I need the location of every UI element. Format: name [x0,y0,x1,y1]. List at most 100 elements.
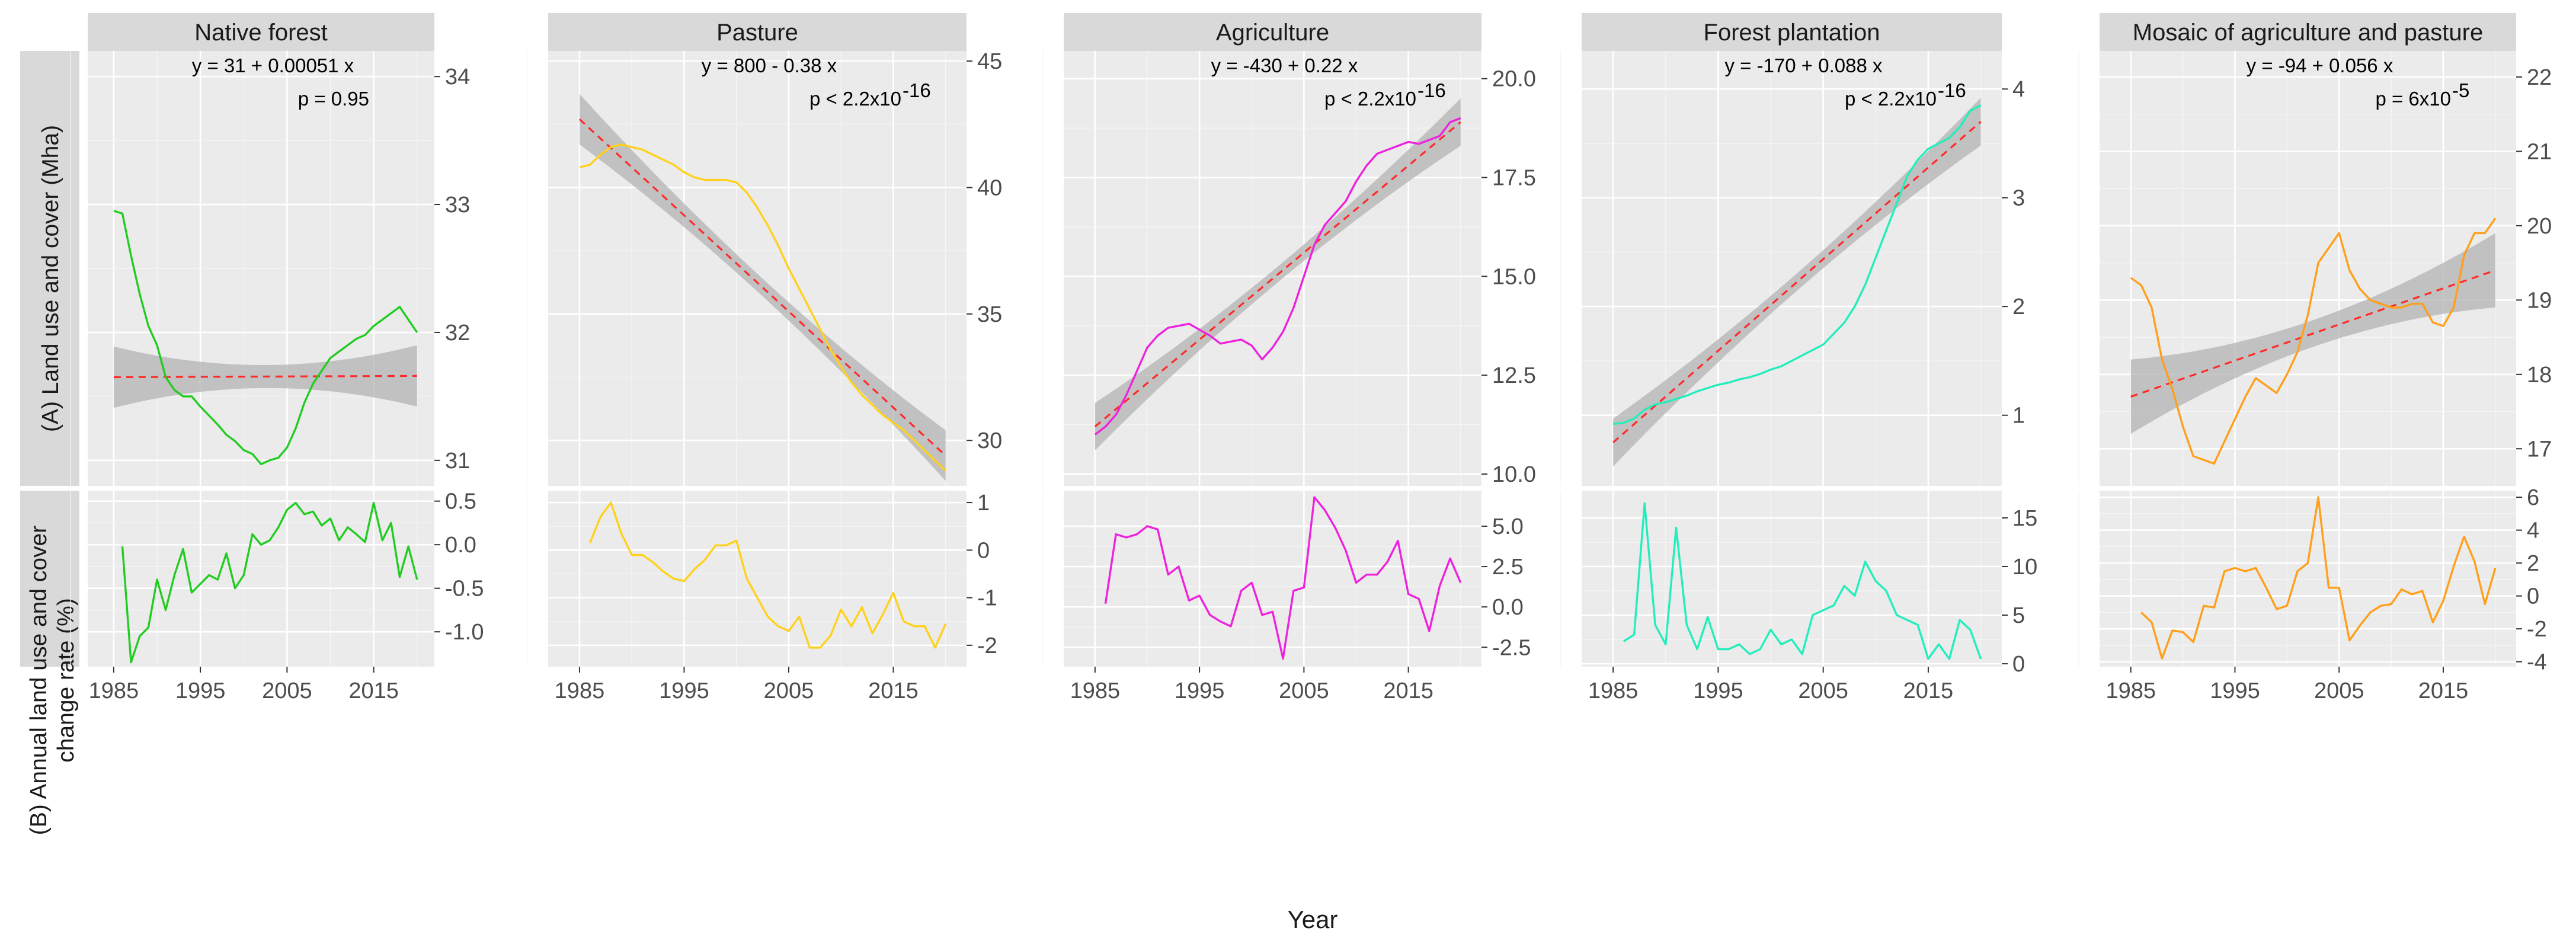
p-value: p < 2.2x10 [1324,88,1416,110]
y-tick-label: -2 [977,633,997,658]
cover-row: 30 35 40 45 [527,49,1002,486]
rate-row: -1.0 -0.5 0.0 0.5 [70,489,484,667]
plot-background [1064,491,1481,667]
y-tick-label: 10.0 [1492,462,1536,487]
trend-line [578,119,946,456]
x-tick-label: 2015 [868,679,919,703]
y-tick-label: 10 [2012,555,2037,580]
p-value: p < 2.2x10 [809,88,901,110]
x-tick-label: 2005 [262,679,312,703]
panel-0: Native forest 31 32 33 34 -1.0 -0.5 0.0 0.5 y = 3… [70,13,484,703]
y-tick-label: 2.5 [1492,555,1524,580]
y-tick-label: 5.0 [1492,514,1524,539]
regression-equation: y = -430 + 0.22 x [1211,55,1358,76]
p-value-exponent: -5 [2452,79,2469,101]
cover-row: 31 32 33 34 [70,51,470,486]
y-tick-label: -1.0 [445,620,484,645]
panel-3: Forest plantation 1 2 3 4 0 5 10 15 y = -170 + 0.… [1560,13,2037,703]
regression-equation: y = 31 + 0.00051 x [192,55,354,76]
y-tick-label: -0.5 [445,577,484,601]
rate-row: -2.5 0.0 2.5 5.0 [1042,491,1531,667]
y-tick-label: 5 [2012,603,2025,628]
y-tick-label: 34 [445,65,470,89]
y-tick-label: 0 [2527,584,2539,609]
p-value: p = 0.95 [298,88,369,110]
cover-row: 17 18 19 20 21 22 [2078,51,2552,486]
x-tick-label: 1985 [89,679,139,703]
x-tick-label: 1995 [1175,679,1225,703]
rate-row: 0 5 10 15 [1560,491,2037,677]
p-value-exponent: -16 [1417,79,1446,101]
x-tick-label: 2015 [348,679,399,703]
y-tick-label: 1 [977,491,990,516]
y-tick-label: 0.5 [445,489,476,514]
cover-series-line [579,143,946,472]
regression-equation: y = -94 + 0.056 x [2247,55,2393,76]
x-tick-label: 2015 [1383,679,1433,703]
x-axis-title: Year [1288,905,1338,933]
y-tick-label: 17.5 [1492,166,1536,191]
y-tick-label: 4 [2012,77,2025,102]
row-label-b-line2: change rate (%) [53,598,79,762]
y-tick-label: 22 [2527,65,2552,90]
x-tick-label: 1985 [2105,679,2156,703]
y-tick-label: 15 [2012,506,2037,531]
cover-row: 10.0 12.5 15.0 17.5 20.0 [1042,51,1536,487]
confidence-band [1613,97,1981,466]
facet-strip [88,13,434,51]
x-tick-label: 1995 [2210,679,2260,703]
row-strip-a [20,51,79,486]
cover-series-line [113,210,418,465]
x-tick-label: 1995 [659,679,709,703]
rate-row: -4 -2 0 2 4 6 [2078,485,2547,675]
y-tick-label: 30 [977,428,1002,453]
x-tick-label: 2005 [1798,679,1848,703]
facet-strip [548,13,967,51]
y-tick-label: 40 [977,175,1002,200]
plot-background [2100,491,2516,667]
y-tick-label: 0 [2012,652,2025,677]
x-tick-label: 2015 [2418,679,2469,703]
y-tick-label: 0 [977,538,990,563]
facet-title: Mosaic of agriculture and pasture [2133,20,2483,46]
facet-title: Pasture [716,20,798,46]
cover-series-line [1094,117,1461,436]
rate-series-line [1623,502,1982,660]
cover-series-line [2130,217,2497,465]
x-tick-label: 2015 [1903,679,1954,703]
plot-background [88,491,434,667]
rate-series-line [121,501,418,664]
facet-strip [1582,13,2002,51]
facet-title: Forest plantation [1704,20,1880,46]
y-tick-label: 18 [2527,363,2552,388]
x-tick-label: 1995 [1693,679,1743,703]
x-tick-label: 2005 [764,679,814,703]
y-tick-label: 32 [445,321,470,345]
plot-background [548,491,967,667]
rate-series-line [2140,496,2497,660]
trend-line [1094,121,1461,428]
rate-row: -2 -1 0 1 [527,491,997,667]
y-tick-label: 2 [2012,295,2025,319]
y-tick-label: 20 [2527,214,2552,239]
facet-strip [1064,13,1481,51]
p-value-exponent: -16 [1938,79,1966,101]
x-tick-label: 1985 [555,679,605,703]
y-tick-label: 3 [2012,186,2025,211]
regression-equation: y = 800 - 0.38 x [702,55,837,76]
rate-series-line [589,501,947,649]
row-strip-b [20,491,79,667]
y-tick-label: 0.0 [1492,595,1524,620]
row-label-b-line1: (B) Annual land use and cover [26,526,52,836]
trend-line [1612,121,1982,443]
y-tick-label: 17 [2527,437,2552,462]
row-label-a: (A) Land use and cover (Mha) [38,125,63,432]
facet-title: Native forest [194,20,328,46]
x-tick-label: 2005 [1279,679,1329,703]
y-tick-label: -4 [2527,650,2547,675]
p-value-exponent: -16 [903,79,931,101]
y-tick-label: 35 [977,302,1002,327]
facet-title: Agriculture [1216,20,1329,46]
x-tick-label: 2005 [2314,679,2364,703]
